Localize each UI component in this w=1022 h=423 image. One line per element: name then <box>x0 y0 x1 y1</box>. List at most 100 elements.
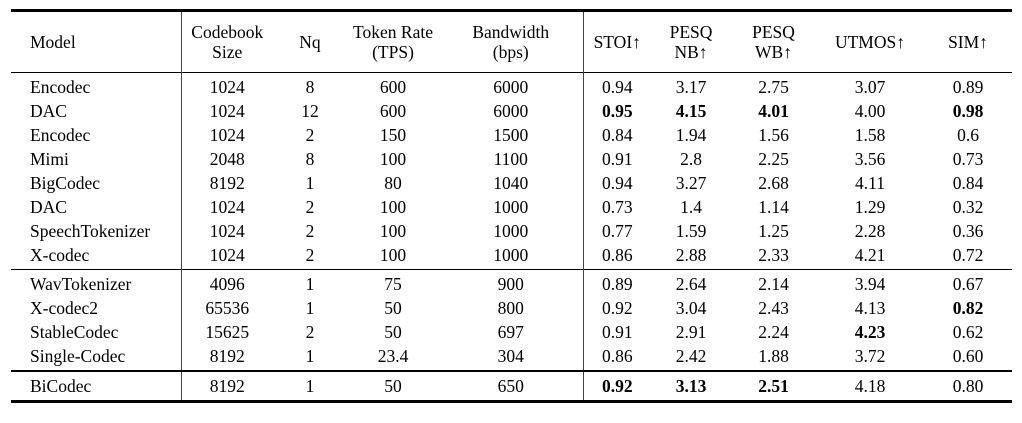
col-header-line: PESQ <box>669 22 713 42</box>
cell-codebook-size: 65536 <box>205 298 250 318</box>
cell-pesq-wb: 1.25 <box>758 221 789 241</box>
cell-pesq-nb: 2.64 <box>675 274 707 294</box>
table-row: Encodec 1024 2 150 1500 0.84 1.94 1.56 1.58 0.6 <box>11 123 1012 147</box>
table-row: BigCodec 8192 1 80 1040 0.94 3.27 2.68 4.11 0.84 <box>11 171 1012 195</box>
cell-bandwidth: 900 <box>439 269 584 296</box>
cell-token-rate: 50 <box>384 376 402 396</box>
cell-codebook-size: 1024 <box>209 77 245 97</box>
cell-utmos: 3.72 <box>854 346 886 366</box>
cell-stoi: 0.89 <box>601 274 633 294</box>
cell-stoi: 0.86 <box>601 346 633 366</box>
cell-pesq-nb: 2.8 <box>680 149 702 169</box>
cell-stoi: 0.92 <box>601 298 633 318</box>
cell-token-rate: 100 <box>379 245 407 265</box>
cell-codebook-size: 1024 <box>209 125 245 145</box>
table-row: DAC 1024 12 600 6000 0.95 4.15 4.01 4.00 0.98 <box>11 99 1012 123</box>
cell-bandwidth: 1000 <box>439 219 584 243</box>
cell-pesq-wb: 2.24 <box>758 322 789 342</box>
col-header-stoi: STOI↑ <box>583 11 651 73</box>
col-header-token-rate: Token Rate (TPS) <box>347 11 439 73</box>
col-header-line: Nq <box>299 32 321 52</box>
cell-bandwidth: 1000 <box>439 243 584 270</box>
col-header-bandwidth: Bandwidth (bps) <box>439 10 584 73</box>
cell-sim: 0.60 <box>952 346 984 366</box>
col-header-line: Bandwidth <box>472 22 550 42</box>
cell-bandwidth: 1500 <box>439 123 584 147</box>
col-header-line: WB↑ <box>755 42 792 62</box>
cell-nq: 2 <box>305 221 315 241</box>
cell-utmos: 4.13 <box>854 298 886 318</box>
cell-token-rate: 150 <box>379 125 407 145</box>
col-header-line: Size <box>212 42 243 62</box>
cell-stoi: 0.94 <box>601 77 633 97</box>
cell-model: Encodec <box>11 72 182 99</box>
col-header-codebook-size: Codebook Size <box>181 11 273 73</box>
cell-codebook-size: 1024 <box>209 245 245 265</box>
cell-sim: 0.73 <box>952 149 984 169</box>
cell-token-rate: 75 <box>384 274 402 294</box>
cell-pesq-nb: 1.59 <box>675 221 707 241</box>
cell-nq: 1 <box>305 274 315 294</box>
cell-model: X-codec2 <box>11 296 182 320</box>
cell-stoi: 0.86 <box>601 245 633 265</box>
cell-bandwidth: 304 <box>439 344 584 371</box>
cell-stoi: 0.94 <box>601 173 633 193</box>
cell-pesq-wb: 2.51 <box>758 376 789 396</box>
codec-comparison-table: Model Codebook Size Nq Token Rate (TPS) Bandwi… <box>11 9 1012 403</box>
cell-pesq-wb: 2.43 <box>758 298 789 318</box>
col-header-pesq-wb: PESQ WB↑ <box>731 11 816 73</box>
cell-nq: 2 <box>305 245 315 265</box>
cell-nq: 2 <box>305 197 315 217</box>
cell-token-rate: 600 <box>379 101 407 121</box>
cell-nq: 8 <box>305 77 315 97</box>
cell-pesq-wb: 2.75 <box>758 77 789 97</box>
cell-utmos: 1.58 <box>854 125 886 145</box>
col-header-pesq-nb: PESQ NB↑ <box>651 11 731 73</box>
cell-pesq-nb: 2.88 <box>675 245 707 265</box>
cell-utmos: 3.07 <box>854 77 886 97</box>
cell-sim: 0.98 <box>952 101 984 121</box>
cell-stoi: 0.91 <box>601 322 633 342</box>
cell-stoi: 0.91 <box>601 149 633 169</box>
cell-pesq-nb: 3.17 <box>675 77 707 97</box>
cell-utmos: 4.23 <box>854 322 886 342</box>
cell-pesq-nb: 3.04 <box>675 298 707 318</box>
table-row: DAC 1024 2 100 1000 0.73 1.4 1.14 1.29 0.32 <box>11 195 1012 219</box>
cell-codebook-size: 2048 <box>209 149 245 169</box>
cell-codebook-size: 4096 <box>209 274 245 294</box>
cell-sim: 0.80 <box>952 376 984 396</box>
cell-nq: 2 <box>305 322 315 342</box>
cell-pesq-wb: 1.56 <box>758 125 789 145</box>
cell-pesq-wb: 2.68 <box>758 173 789 193</box>
cell-token-rate: 100 <box>379 221 407 241</box>
cell-nq: 2 <box>305 125 315 145</box>
cell-stoi: 0.73 <box>601 197 633 217</box>
col-header-line: (TPS) <box>372 42 414 62</box>
cell-pesq-nb: 2.42 <box>675 346 707 366</box>
cell-token-rate: 100 <box>379 149 407 169</box>
table-row: X-codec 1024 2 100 1000 0.86 2.88 2.33 4.21 0.72 <box>11 243 1012 270</box>
col-header-nq: Nq <box>273 11 347 73</box>
cell-model: WavTokenizer <box>11 269 182 296</box>
cell-utmos: 3.94 <box>854 274 886 294</box>
cell-sim: 0.72 <box>952 245 984 265</box>
cell-nq: 8 <box>305 149 315 169</box>
table-header-row: Model Codebook Size Nq Token Rate (TPS) Bandwi… <box>11 10 1012 73</box>
cell-codebook-size: 15625 <box>205 322 250 342</box>
col-header-line: SIM↑ <box>948 32 988 52</box>
cell-nq: 1 <box>305 173 315 193</box>
cell-pesq-nb: 3.13 <box>675 376 707 396</box>
col-header-line: NB↑ <box>674 42 708 62</box>
cell-model: SpeechTokenizer <box>11 219 182 243</box>
cell-sim: 0.36 <box>952 221 984 241</box>
cell-sim: 0.84 <box>952 173 984 193</box>
cell-stoi: 0.95 <box>601 101 633 121</box>
cell-pesq-nb: 2.91 <box>675 322 707 342</box>
cell-model: BigCodec <box>11 171 182 195</box>
cell-pesq-nb: 1.94 <box>675 125 707 145</box>
cell-model: Encodec <box>11 123 182 147</box>
cell-bandwidth: 6000 <box>439 72 584 99</box>
cell-model: StableCodec <box>11 320 182 344</box>
cell-bandwidth: 650 <box>439 371 584 402</box>
col-header-line: UTMOS↑ <box>834 32 905 52</box>
